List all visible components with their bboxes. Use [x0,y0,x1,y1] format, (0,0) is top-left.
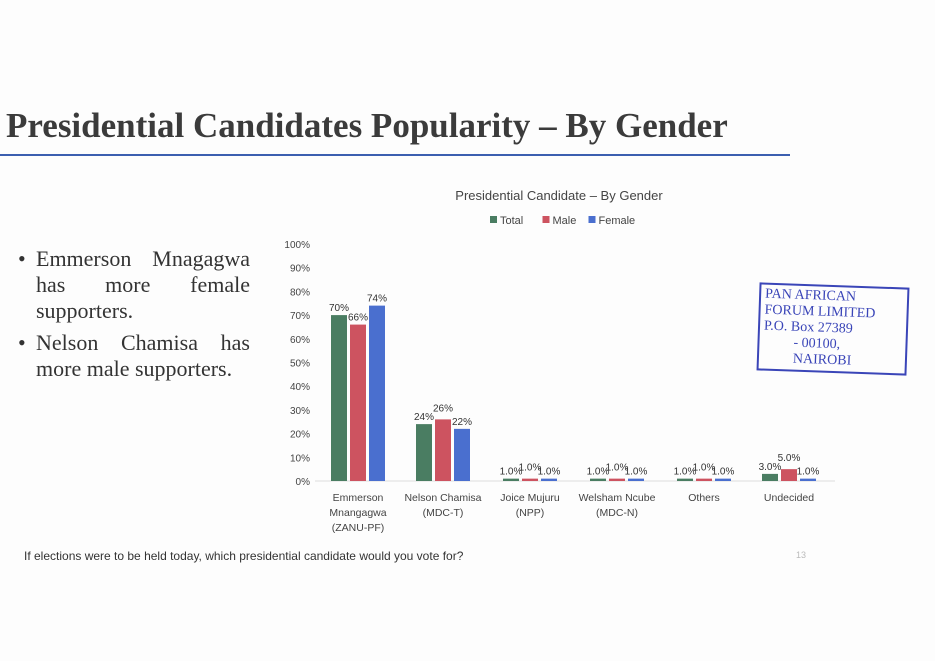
y-tick-label: 90% [290,264,310,275]
legend-swatch [490,216,497,223]
y-tick-label: 10% [290,453,310,464]
bar-male [350,324,366,481]
bar-male [609,478,625,481]
survey-question: If elections were to be held today, whic… [24,549,464,563]
data-label: 66% [348,313,368,324]
y-tick-label: 100% [284,240,310,251]
data-label: 70% [329,303,349,314]
bar-total [416,424,432,481]
bar-female [628,478,644,481]
stamp-text: NAIROBI [792,351,852,369]
data-label: 1.0% [625,467,648,478]
y-tick-label: 20% [290,430,310,441]
x-category-label: Welsham Ncube [579,492,656,504]
bullet-item: • Emmerson Mnagagwa has more female suppo… [18,246,250,323]
bar-total [762,473,778,481]
legend-label: Total [500,215,523,227]
x-category-label: Others [688,492,720,504]
data-label: 1.0% [797,467,820,478]
x-category-label: (ZANU-PF) [332,522,385,534]
bar-total [331,315,347,481]
x-category-label: Undecided [764,492,814,504]
bullet-item: • Nelson Chamisa has more male supporters… [18,330,250,381]
x-category-label: Joice Mujuru [500,492,560,504]
data-label: 1.0% [500,467,523,478]
page-number: 13 [796,550,807,560]
bar-female [454,428,470,481]
x-category-label: Nelson Chamisa [404,492,481,504]
x-category-label: Mnangagwa [329,507,386,519]
title-underline [0,154,790,156]
data-label: 1.0% [519,463,542,474]
x-category-label: (NPP) [516,507,545,519]
data-label: 24% [414,412,434,423]
data-label: 74% [367,294,387,305]
data-label: 1.0% [606,463,629,474]
data-label: 5.0% [778,453,801,464]
company-stamp: PAN AFRICAN FORUM LIMITED P.O. Box 27389… [756,282,910,376]
data-label: 1.0% [587,467,610,478]
data-label: 3.0% [759,462,782,473]
bar-total [590,478,606,481]
y-tick-label: 30% [290,406,310,417]
legend-swatch [588,216,596,223]
bar-male [781,469,797,481]
bar-male [435,419,451,481]
legend-swatch [542,216,550,223]
page-title: Presidential Candidates Popularity – By … [6,106,728,145]
y-tick-label: 50% [290,359,310,370]
data-label: 1.0% [538,467,561,478]
bar-male [522,478,538,481]
bar-male [696,478,712,481]
y-tick-label: 80% [290,287,310,298]
y-tick-label: 70% [290,311,310,322]
x-category-label: (MDC-T) [423,507,464,519]
y-tick-label: 40% [290,382,310,393]
bar-total [503,478,519,481]
bullet-text: Nelson Chamisa has more male supporters. [36,330,250,381]
data-label: 1.0% [712,467,735,478]
bar-female [369,305,385,481]
data-label: 26% [433,403,453,414]
bar-total [677,478,693,481]
legend-label: Female [599,215,636,227]
bullet-list: • Emmerson Mnagagwa has more female suppo… [18,246,250,388]
y-tick-label: 60% [290,335,310,346]
bar-female [800,478,816,481]
data-label: 1.0% [674,467,697,478]
data-label: 22% [452,417,472,428]
bar-female [715,478,731,481]
x-category-label: Emmerson [333,492,384,504]
legend-label: Male [553,215,577,227]
data-label: 1.0% [693,463,716,474]
chart-title: Presidential Candidate – By Gender [455,188,663,203]
bullet-text: Emmerson Mnagagwa has more female suppor… [36,246,250,323]
x-category-label: (MDC-N) [596,507,638,519]
bar-female [541,478,557,481]
y-tick-label: 0% [296,477,311,488]
chart-legend: Total Male Female [490,215,635,227]
